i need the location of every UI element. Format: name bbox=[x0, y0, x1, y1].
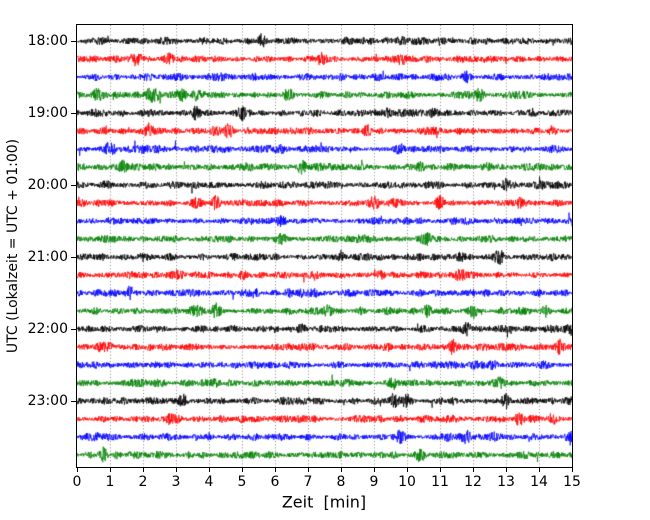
y-tick-mark bbox=[71, 401, 76, 402]
x-tick-mark bbox=[209, 468, 210, 472]
y-tick-label: 19:00 bbox=[27, 105, 68, 121]
x-tick-mark bbox=[440, 468, 441, 472]
y-tick-mark bbox=[71, 185, 76, 186]
trace-canvas bbox=[77, 25, 572, 467]
x-tick-label: 3 bbox=[171, 474, 181, 490]
y-tick-label: 18:00 bbox=[27, 33, 68, 49]
plot-area bbox=[76, 24, 573, 468]
x-tick-mark bbox=[77, 468, 78, 472]
y-tick-label: 20:00 bbox=[27, 177, 68, 193]
y-tick-mark bbox=[71, 257, 76, 258]
x-tick-label: 5 bbox=[237, 474, 247, 490]
x-axis-label: Zeit [min] bbox=[281, 492, 367, 512]
y-tick-mark bbox=[71, 329, 76, 330]
x-tick-mark bbox=[374, 468, 375, 472]
x-tick-label: 12 bbox=[464, 474, 482, 490]
x-tick-mark bbox=[572, 468, 573, 472]
x-tick-mark bbox=[341, 468, 342, 472]
x-tick-mark bbox=[407, 468, 408, 472]
x-tick-label: 4 bbox=[204, 474, 214, 490]
x-tick-label: 10 bbox=[398, 474, 416, 490]
x-tick-label: 6 bbox=[270, 474, 280, 490]
x-tick-label: 2 bbox=[138, 474, 148, 490]
x-tick-label: 0 bbox=[72, 474, 82, 490]
x-tick-mark bbox=[110, 468, 111, 472]
y-tick-mark bbox=[71, 113, 76, 114]
x-tick-mark bbox=[143, 468, 144, 472]
x-tick-mark bbox=[242, 468, 243, 472]
x-tick-mark bbox=[506, 468, 507, 472]
x-tick-label: 8 bbox=[336, 474, 346, 490]
x-tick-label: 1 bbox=[105, 474, 115, 490]
x-tick-mark bbox=[275, 468, 276, 472]
y-tick-label: 21:00 bbox=[27, 249, 68, 265]
x-tick-label: 7 bbox=[303, 474, 313, 490]
x-tick-label: 13 bbox=[497, 474, 515, 490]
x-tick-mark bbox=[539, 468, 540, 472]
y-tick-label: 23:00 bbox=[27, 393, 68, 409]
y-tick-mark bbox=[71, 41, 76, 42]
y-tick-label: 22:00 bbox=[27, 321, 68, 337]
x-tick-mark bbox=[473, 468, 474, 472]
x-tick-mark bbox=[176, 468, 177, 472]
x-tick-label: 15 bbox=[563, 474, 581, 490]
x-tick-label: 14 bbox=[530, 474, 548, 490]
x-tick-mark bbox=[308, 468, 309, 472]
x-tick-label: 11 bbox=[431, 474, 449, 490]
x-tick-label: 9 bbox=[369, 474, 379, 490]
